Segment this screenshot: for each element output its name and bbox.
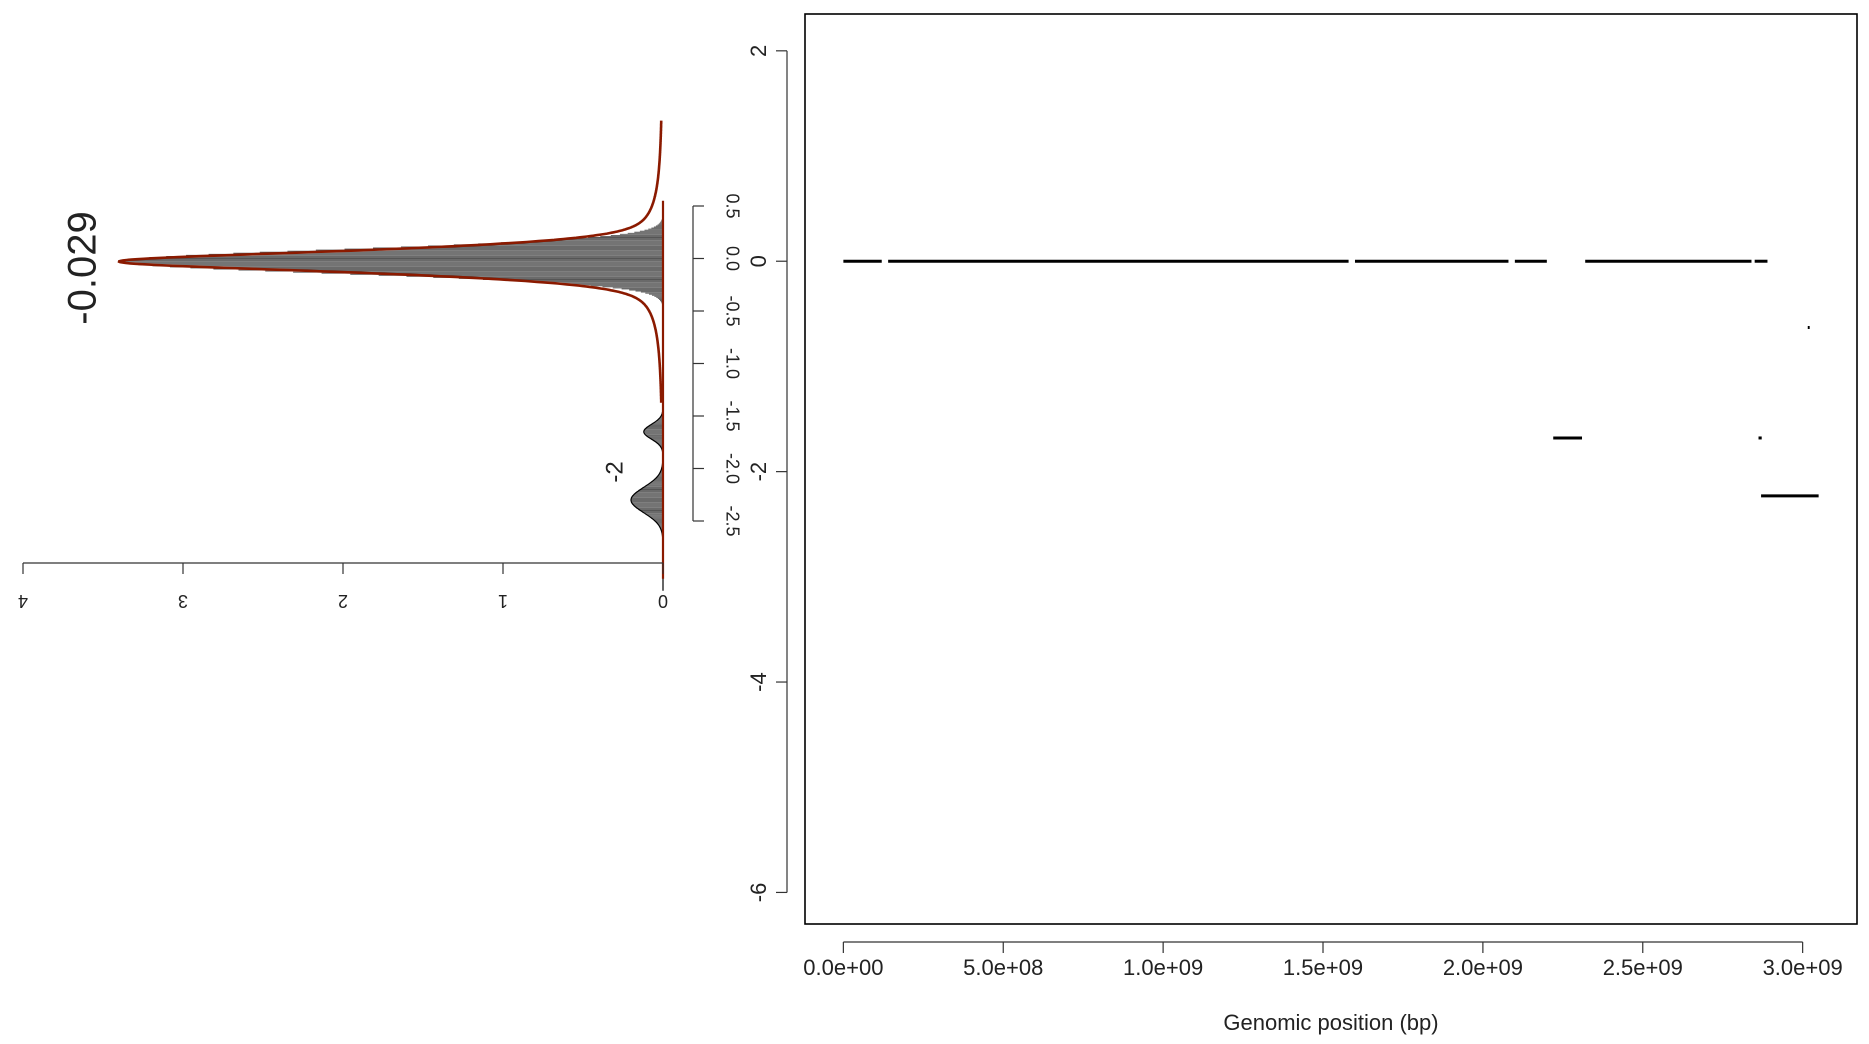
density-curve (117, 120, 663, 403)
density-tick-label: 0 (658, 591, 668, 611)
x-tick-label: 2.5e+09 (1603, 955, 1683, 980)
value-tick-label: -0.5 (722, 295, 742, 326)
y-tick-label: 0 (746, 255, 771, 267)
density-tick-label: 2 (338, 591, 348, 611)
peak-labels: -0.029 -2 (61, 211, 629, 482)
x-tick-label: 0.0e+00 (803, 955, 883, 980)
density-tick-label: 4 (18, 591, 28, 611)
x-tick-label: 3.0e+09 (1763, 955, 1843, 980)
value-tick-label: -2.5 (722, 505, 742, 536)
y-tick-label: -2 (746, 462, 771, 482)
peak-label-secondary: -2 (601, 461, 628, 482)
y-tick-label: -6 (746, 883, 771, 903)
density-tick-label: 1 (498, 591, 508, 611)
value-tick-label: 0.5 (722, 193, 742, 218)
x-axis: 0.0e+00 5.0e+08 1.0e+09 1.5e+09 2.0e+09 2.5e+… (803, 941, 1843, 980)
x-tick-label: 1.5e+09 (1283, 955, 1363, 980)
value-tick-label: 0.0 (722, 246, 742, 271)
value-tick-label: -1.5 (722, 400, 742, 431)
histogram-bars (119, 217, 663, 536)
segments (843, 259, 1819, 498)
plot-frame (804, 13, 1858, 925)
segment-plot-panel: 0.0e+00 5.0e+08 1.0e+09 1.5e+09 2.0e+09 2.5e+… (746, 13, 1858, 1035)
value-tick-label: -1.0 (722, 348, 742, 379)
density-axis: 0 1 2 3 4 (18, 562, 668, 611)
x-tick-label: 2.0e+09 (1443, 955, 1523, 980)
x-tick-label: 1.0e+09 (1123, 955, 1203, 980)
x-axis-label: Genomic position (bp) (1223, 1010, 1438, 1035)
x-tick-label: 5.0e+08 (963, 955, 1043, 980)
y-axis: 2 0 -2 -4 -6 (746, 45, 788, 903)
density-curves (117, 120, 665, 591)
density-tick-label: 3 (178, 591, 188, 611)
value-tick-label: -2.0 (722, 453, 742, 484)
value-axis: 0.5 0.0 -0.5 -1.0 -1.5 -2.0 -2.5 (692, 193, 742, 537)
y-tick-label: -4 (746, 672, 771, 692)
peak-label-main: -0.029 (61, 211, 105, 324)
y-tick-label: 2 (746, 45, 771, 57)
